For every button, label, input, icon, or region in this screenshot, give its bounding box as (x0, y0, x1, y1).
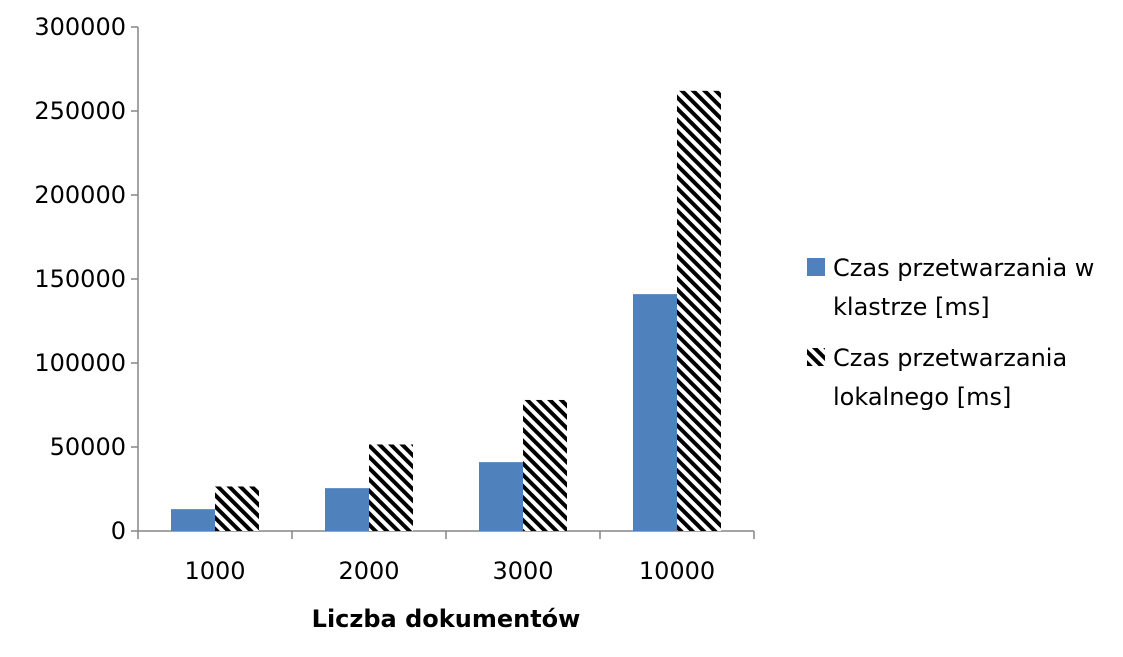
bars (171, 90, 721, 531)
x-axis: 1000 2000 3000 10000 (137, 530, 755, 585)
bar-local-time (523, 399, 567, 531)
y-axis: 0 50000 100000 150000 200000 250000 300000 (34, 13, 139, 545)
bar-cluster-time (479, 462, 523, 531)
legend: Czas przetwarzania w klastrze [ms] Czas pr… (807, 254, 1094, 411)
bar-local-time (215, 486, 259, 531)
x-tick-label: 10000 (639, 557, 715, 585)
y-tick-label: 50000 (50, 433, 126, 461)
y-tick-label: 100000 (34, 349, 126, 377)
y-tick-label: 200000 (34, 181, 126, 209)
legend-swatch-cluster (807, 258, 825, 276)
bar-cluster-time (325, 488, 369, 531)
x-tick-label: 3000 (492, 557, 553, 585)
y-tick-label: 150000 (34, 265, 126, 293)
legend-label-cluster: Czas przetwarzania w (833, 254, 1094, 282)
legend-label-local: lokalnego [ms] (833, 383, 1011, 411)
y-tick-label: 300000 (34, 13, 126, 41)
bar-local-time (369, 444, 413, 531)
legend-label-local: Czas przetwarzania (833, 344, 1067, 372)
y-tick-label: 0 (111, 517, 126, 545)
legend-label-cluster: klastrze [ms] (833, 293, 990, 321)
legend-swatch-local (807, 348, 825, 366)
bar-local-time (677, 90, 721, 531)
bar-cluster-time (171, 509, 215, 531)
x-tick-label: 1000 (184, 557, 245, 585)
bar-cluster-time (633, 294, 677, 531)
x-tick-label: 2000 (338, 557, 399, 585)
x-axis-title: Liczba dokumentów (312, 605, 581, 633)
y-tick-label: 250000 (34, 97, 126, 125)
